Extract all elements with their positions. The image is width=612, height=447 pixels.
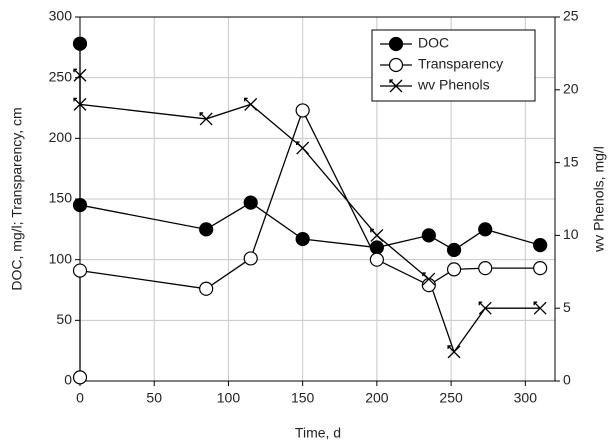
y-tick-label: 200 — [49, 129, 73, 145]
marker-shape — [199, 281, 214, 296]
series-line — [79, 108, 541, 378]
x-tick-label: 300 — [514, 390, 538, 406]
marker — [73, 97, 87, 111]
y2-tick-label: 5 — [563, 299, 571, 315]
marker-shape — [533, 238, 548, 253]
marker — [72, 263, 88, 278]
marker — [243, 251, 258, 266]
marker — [478, 301, 492, 315]
marker — [73, 68, 87, 82]
marker-shape — [421, 278, 436, 293]
marker — [244, 97, 258, 111]
series-line — [79, 43, 541, 251]
marker-shape — [370, 228, 384, 242]
y-tick-label: 0 — [64, 372, 72, 388]
marker-shape — [243, 195, 258, 210]
series-line — [79, 75, 541, 354]
marker-shape — [533, 261, 548, 276]
y2-tick-label: 10 — [563, 226, 579, 242]
marker — [296, 141, 310, 155]
marker — [369, 252, 384, 267]
marker-shape — [244, 97, 258, 111]
marker-shape — [446, 262, 462, 277]
marker — [421, 228, 436, 243]
x-tick-label: 150 — [291, 390, 315, 406]
marker — [72, 197, 88, 213]
marker — [295, 103, 310, 118]
y2-tick-label: 0 — [563, 372, 571, 388]
marker-shape — [72, 36, 88, 51]
marker-shape — [421, 228, 436, 243]
y-tick-label: 50 — [56, 311, 72, 327]
legend-label: Transparency — [418, 56, 503, 72]
marker — [533, 238, 548, 253]
marker — [72, 370, 88, 385]
marker — [388, 57, 404, 73]
marker-shape — [447, 345, 461, 359]
marker — [388, 36, 404, 52]
marker-shape — [388, 36, 404, 52]
marker-shape — [295, 231, 310, 247]
marker-shape — [73, 68, 87, 82]
marker-shape — [446, 242, 462, 258]
marker-shape — [478, 261, 493, 276]
marker — [295, 231, 310, 247]
x-tick-label: 0 — [76, 390, 84, 406]
y2-tick-label: 20 — [563, 81, 579, 97]
y2-tick-label: 25 — [563, 8, 579, 24]
marker-shape — [389, 79, 403, 93]
marker — [199, 112, 213, 126]
marker-shape — [478, 301, 492, 315]
x-tick-label: 100 — [217, 390, 241, 406]
marker-shape — [369, 252, 384, 267]
marker — [243, 195, 258, 210]
marker — [389, 79, 403, 93]
marker-shape — [369, 240, 384, 255]
marker — [446, 242, 462, 258]
y-tick-label: 100 — [49, 250, 73, 266]
y-tick-label: 150 — [49, 190, 73, 206]
marker-shape — [243, 251, 258, 266]
x-tick-label: 200 — [365, 390, 389, 406]
marker — [422, 272, 436, 286]
x-axis-label: Time, d — [295, 425, 341, 441]
marker-shape — [73, 97, 87, 111]
marker — [369, 240, 384, 255]
y-axis-label: DOC, mg/l; Transparency, cm — [9, 107, 25, 290]
marker — [199, 222, 214, 237]
y-tick-label: 300 — [49, 8, 73, 24]
y-tick-label: 250 — [49, 68, 73, 84]
marker — [478, 222, 493, 237]
marker — [370, 228, 384, 242]
marker-shape — [72, 263, 88, 278]
marker — [199, 281, 214, 296]
marker — [447, 345, 461, 359]
x-tick-label: 250 — [439, 390, 463, 406]
marker-shape — [388, 57, 404, 73]
marker-shape — [199, 222, 214, 237]
marker — [533, 261, 548, 276]
marker — [533, 301, 547, 315]
marker-shape — [199, 112, 213, 126]
marker — [72, 36, 88, 51]
marker-shape — [478, 222, 493, 237]
marker — [446, 262, 462, 277]
marker-shape — [533, 301, 547, 315]
marker — [421, 278, 436, 293]
marker-shape — [72, 370, 88, 385]
y2-axis-label: wv Phenols, mg/l — [591, 146, 607, 253]
marker-shape — [295, 103, 310, 118]
marker-shape — [72, 197, 88, 213]
x-tick-label: 50 — [146, 390, 162, 406]
legend-label: DOC — [418, 35, 449, 51]
y2-tick-label: 15 — [563, 153, 579, 169]
marker-shape — [422, 272, 436, 286]
marker — [478, 261, 493, 276]
marker-shape — [296, 141, 310, 155]
legend-label: wv Phenols — [417, 77, 490, 93]
